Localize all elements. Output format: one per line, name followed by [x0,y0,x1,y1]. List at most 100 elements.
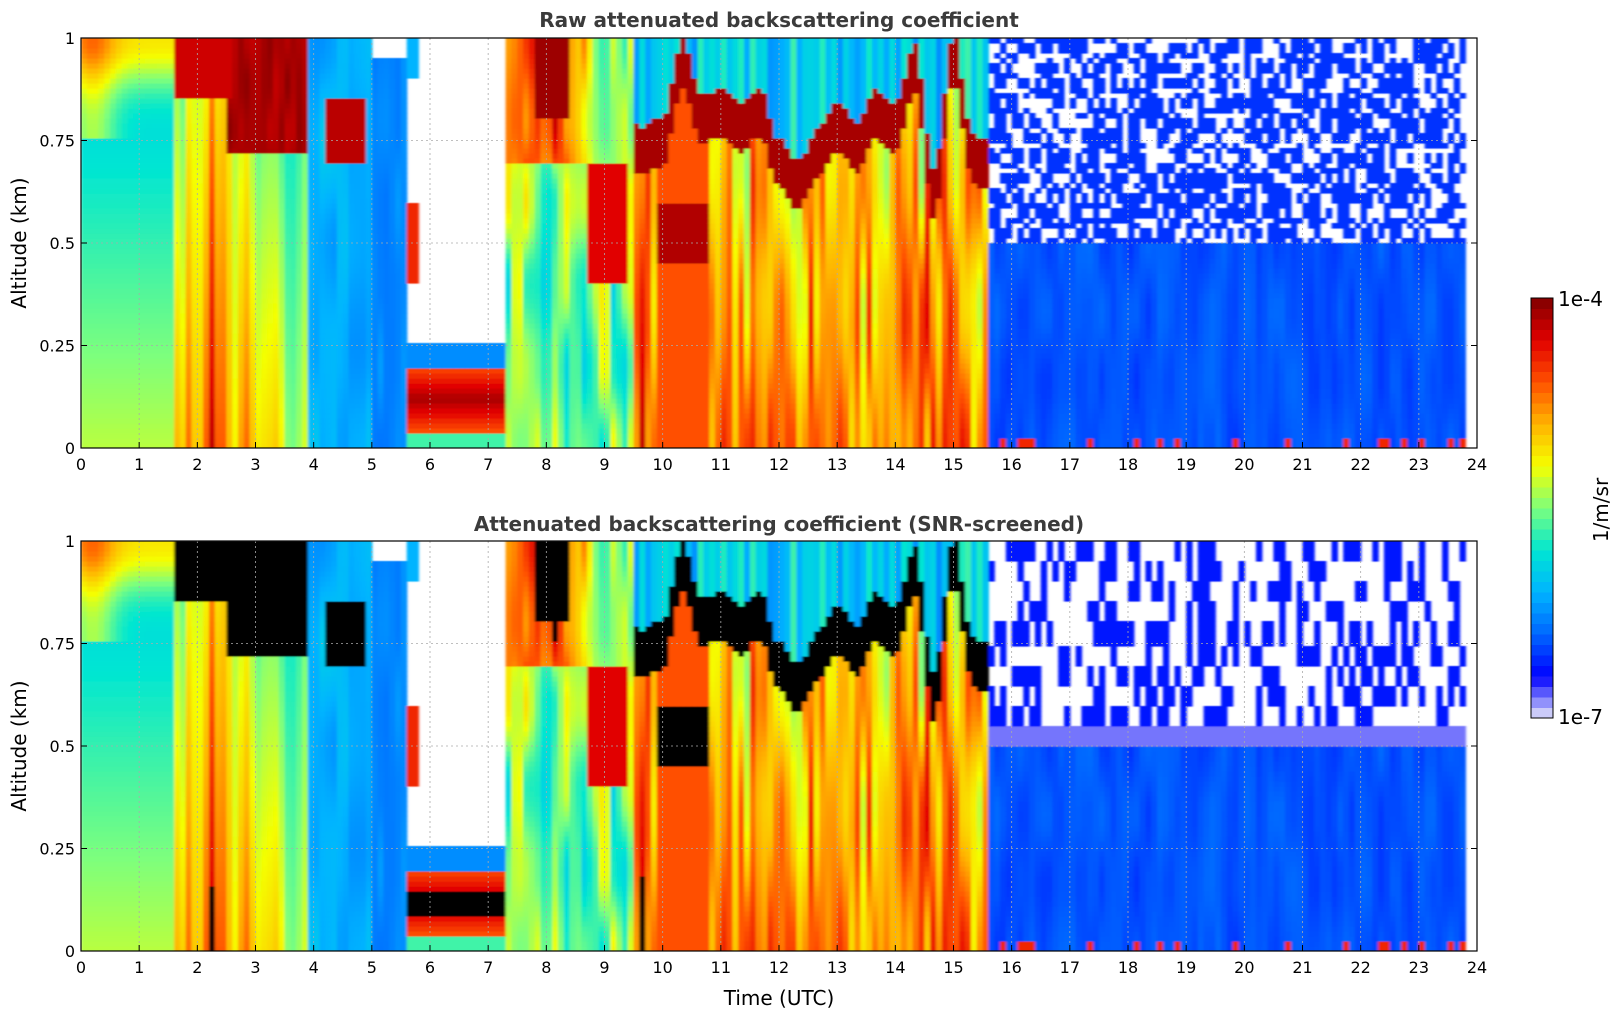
heatmap-cell [81,293,88,299]
heatmap-cell [267,113,274,119]
heatmap-cell [331,353,338,359]
heatmap-cell [243,268,251,274]
heatmap-cell [406,398,414,404]
heatmap-cell [267,278,274,284]
heatmap-cell [191,63,198,69]
heatmap-cell [81,378,88,384]
heatmap-cell [150,63,158,69]
heatmap-cell [92,423,100,429]
heatmap-cell [220,163,228,169]
heatmap-cell [92,113,100,119]
heatmap-cell [400,348,408,354]
heatmap-cell [290,318,297,324]
heatmap-cell [366,313,373,319]
heatmap-cell [371,363,379,369]
heatmap-cell [336,393,344,399]
heatmap-cell [342,208,350,214]
heatmap-cell [261,298,268,304]
heatmap-cell [98,228,105,234]
heatmap-cell [191,418,198,424]
heatmap-cell [348,83,355,89]
heatmap-cell [395,423,402,429]
heatmap-cell [342,228,350,234]
heatmap-cell [383,128,390,134]
heatmap-cell [203,158,210,164]
heatmap-cell [191,353,198,359]
heatmap-cell [255,238,262,244]
heatmap-cell [232,78,239,84]
heatmap-cell [377,148,385,154]
heatmap-cell [371,78,379,84]
heatmap-cell [313,358,321,364]
heatmap-cell [208,348,216,354]
heatmap-cell [278,398,286,404]
heatmap-cell [354,63,361,69]
heatmap-cell [261,178,268,184]
heatmap-cell [220,313,228,319]
heatmap-cell [243,223,251,229]
heatmap-cell [453,443,460,448]
heatmap-cell [197,433,204,439]
heatmap-cell [92,313,100,319]
heatmap-cell [232,328,239,334]
heatmap-cell [238,403,245,409]
heatmap-cell [168,268,175,274]
heatmap-cell [150,98,158,104]
heatmap-cell [110,218,117,224]
heatmap-cell [121,278,129,284]
heatmap-cell [214,158,222,164]
heatmap-cell [238,68,245,74]
heatmap-cell [464,433,472,439]
heatmap-cell [156,383,164,389]
heatmap-cell [81,68,88,74]
heatmap-cell [185,148,193,154]
heatmap-cell [86,338,94,344]
heatmap-cell [121,268,129,274]
heatmap-cell [197,178,204,184]
heatmap-cell [389,63,396,69]
heatmap-cell [342,183,350,189]
heatmap-cell [249,293,257,299]
heatmap-cell [168,63,175,69]
heatmap-cell [302,108,309,114]
heatmap-cell [185,248,193,254]
heatmap-cell [174,348,181,354]
heatmap-cell [447,393,454,399]
heatmap-cell [168,418,175,424]
heatmap-cell [336,48,344,54]
heatmap-cell [92,208,100,214]
heatmap-cell [389,278,396,284]
heatmap-cell [418,393,425,399]
heatmap-cell [331,393,338,399]
heatmap-cell [162,108,169,114]
heatmap-cell [203,363,210,369]
heatmap-cell [302,293,309,299]
heatmap-cell [220,323,228,329]
heatmap-cell [127,138,134,144]
panel-raw: Raw attenuated backscattering coefficien… [7,8,1487,474]
heatmap-cell [81,433,88,439]
heatmap-cell [400,213,408,219]
heatmap-cell [488,388,495,394]
heatmap-cell [476,388,483,394]
heatmap-cell [505,368,513,374]
heatmap-cell [203,248,210,254]
heatmap-cell [98,348,105,354]
heatmap-cell [441,443,449,448]
heatmap-cell [290,298,297,304]
heatmap-cell [214,98,222,104]
heatmap-cell [208,58,216,64]
heatmap-cell [226,238,233,244]
heatmap-cell [371,308,379,314]
heatmap-cell [336,408,344,414]
heatmap-cell [238,183,245,189]
heatmap-cell [127,208,134,214]
heatmap-cell [174,88,181,94]
heatmap-cell [214,168,222,174]
heatmap-cell [110,348,117,354]
heatmap-cell [238,83,245,89]
heatmap-cell [267,143,274,149]
heatmap-cell [255,98,262,104]
heatmap-cell [197,43,204,49]
heatmap-cell [383,268,390,274]
